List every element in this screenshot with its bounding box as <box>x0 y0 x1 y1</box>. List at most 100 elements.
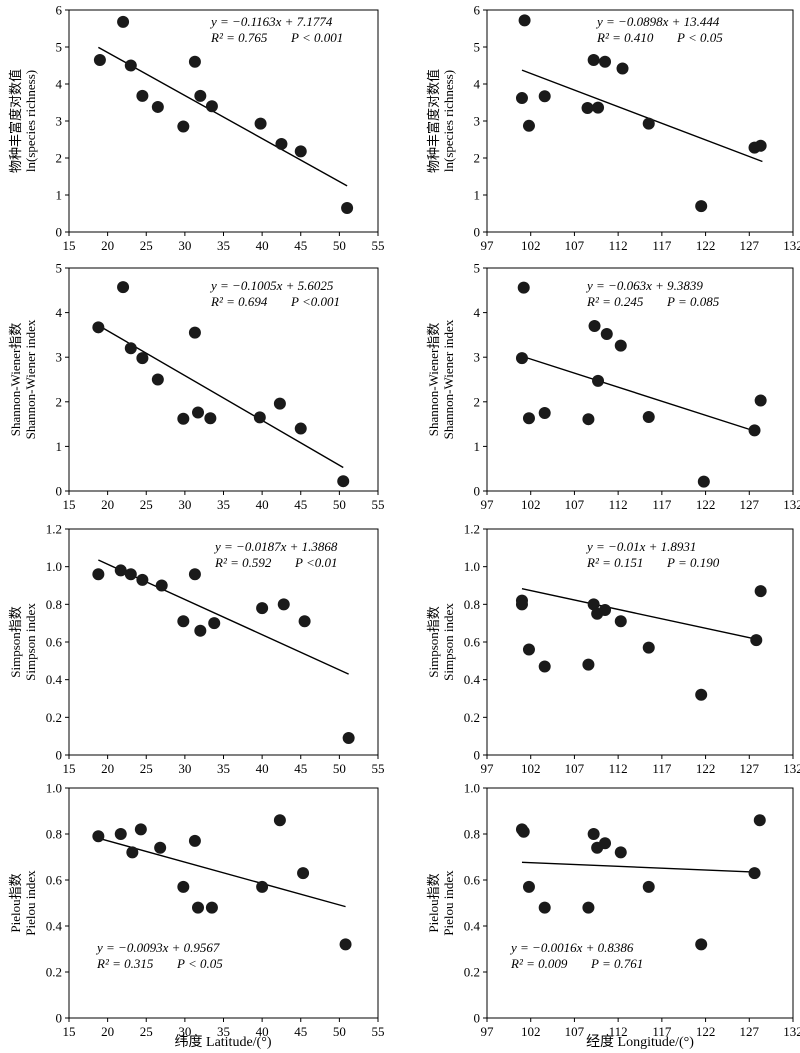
data-point <box>616 62 629 75</box>
data-point <box>136 573 149 586</box>
data-point <box>599 837 612 850</box>
y-axis-label-cn: Pielou指数 <box>426 873 441 932</box>
y-tick-label: 1 <box>56 439 63 454</box>
x-tick-label: 127 <box>740 1024 760 1039</box>
data-point <box>205 901 218 914</box>
x-tick-label: 40 <box>256 761 269 776</box>
data-point <box>177 120 190 133</box>
y-tick-label: 4 <box>56 77 63 92</box>
panel-7: 15 20 25 30 35 40 45 50 55 0 0.2 0.4 0.6 0.8 1.0 Pielou… <box>8 781 385 1040</box>
x-tick-label: 132 <box>783 238 800 253</box>
data-point <box>194 89 207 102</box>
data-point <box>298 615 311 628</box>
data-point <box>114 828 127 840</box>
data-point <box>136 352 149 365</box>
data-point <box>614 846 627 859</box>
data-point <box>342 732 355 745</box>
y-tick-label: 0.8 <box>464 827 480 842</box>
data-point <box>93 53 106 66</box>
data-point <box>134 823 147 836</box>
y-tick-label: 0 <box>56 225 63 240</box>
data-point <box>582 658 595 671</box>
y-tick-label: 4 <box>474 77 481 92</box>
data-point <box>538 90 551 103</box>
panel-4: 97 102 107 112 117 122 127 132 0 1 2 3 4 5 Shannon-Wie… <box>426 261 800 513</box>
x-tick-label: 132 <box>783 1024 800 1039</box>
y-tick-label: 0.8 <box>46 597 62 612</box>
y-axis-label-cn: Shannon-Wiener指数 <box>8 323 23 437</box>
data-point <box>599 603 612 616</box>
p-value: P <0.01 <box>294 555 337 570</box>
y-tick-label: 0.2 <box>464 965 480 980</box>
y-axis-label-cn: 物种丰富度对数值 <box>426 69 441 173</box>
x-tick-label: 107 <box>565 238 585 253</box>
y-tick-label: 1 <box>56 188 63 203</box>
panel-6: 97 102 107 112 117 122 127 132 0 0.2 0.4 0.6 0.8 1.0 1… <box>426 522 800 777</box>
x-tick-label: 122 <box>696 761 716 776</box>
data-point <box>515 92 528 105</box>
y-tick-label: 0 <box>474 225 481 240</box>
x-tick-label: 50 <box>333 497 346 512</box>
x-tick-label: 97 <box>481 238 495 253</box>
y-tick-label: 2 <box>474 151 481 166</box>
y-tick-label: 0.6 <box>46 873 63 888</box>
x-tick-label: 117 <box>652 1024 672 1039</box>
data-point <box>177 880 190 893</box>
x-tick-label: 122 <box>696 1024 716 1039</box>
data-point <box>642 641 655 654</box>
data-point <box>592 374 605 387</box>
data-point <box>642 117 655 130</box>
data-point <box>154 841 167 854</box>
x-tick-label: 45 <box>294 497 307 512</box>
y-tick-label: 1.0 <box>464 559 480 574</box>
x-tick-label: 102 <box>521 761 541 776</box>
p-value: P <0.001 <box>290 294 340 309</box>
x-tick-label: 132 <box>783 497 800 512</box>
y-tick-label: 0.4 <box>464 919 481 934</box>
x-tick-label: 117 <box>652 761 672 776</box>
y-tick-label: 0.6 <box>464 635 481 650</box>
x-tick-label: 55 <box>372 238 385 253</box>
fit-equation: y = −0.0093x + 0.9567 <box>95 940 220 955</box>
y-tick-label: 0 <box>56 1011 63 1026</box>
x-tick-label: 20 <box>101 238 114 253</box>
x-tick-label: 15 <box>63 1024 76 1039</box>
y-tick-label: 0 <box>56 748 63 763</box>
fit-equation: y = −0.0016x + 0.8386 <box>509 940 634 955</box>
x-tick-label: 25 <box>140 497 153 512</box>
regression-line <box>521 355 755 432</box>
data-point <box>695 688 708 701</box>
x-tick-label: 35 <box>217 1024 230 1039</box>
data-point <box>277 598 290 611</box>
x-tick-label: 20 <box>101 761 114 776</box>
data-point <box>92 568 105 581</box>
r-squared: R² = 0.009 <box>510 956 568 971</box>
data-point <box>522 119 535 132</box>
x-tick-label: 30 <box>178 238 191 253</box>
fit-equation: y = −0.1163x + 7.1774 <box>209 14 333 29</box>
x-tick-label: 97 <box>481 497 495 512</box>
x-tick-label: 112 <box>609 497 628 512</box>
fit-equation: y = −0.01x + 1.8931 <box>585 539 696 554</box>
regression-line <box>521 69 763 163</box>
x-tick-label: 102 <box>521 497 541 512</box>
data-point <box>522 643 535 656</box>
y-axis-label-cn: 物种丰富度对数值 <box>8 69 23 173</box>
x-tick-label: 45 <box>294 761 307 776</box>
data-point <box>518 14 531 27</box>
data-point <box>117 281 130 294</box>
y-axis-label-en: Simpson index <box>441 603 456 681</box>
data-point <box>695 200 708 213</box>
x-tick-label: 122 <box>696 238 716 253</box>
fit-equation: y = −0.0187x + 1.3868 <box>213 539 338 554</box>
data-point <box>124 342 137 355</box>
data-point <box>177 412 190 425</box>
x-tick-label: 107 <box>565 1024 585 1039</box>
data-point <box>753 814 766 827</box>
x-tick-label: 127 <box>740 761 760 776</box>
data-point <box>256 602 269 615</box>
data-point <box>754 394 767 407</box>
y-tick-label: 1.0 <box>464 781 480 796</box>
data-point <box>92 830 105 843</box>
x-tick-label: 25 <box>140 238 153 253</box>
